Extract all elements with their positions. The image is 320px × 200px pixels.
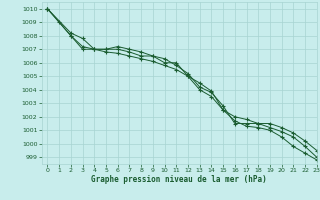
X-axis label: Graphe pression niveau de la mer (hPa): Graphe pression niveau de la mer (hPa) [91,175,267,184]
